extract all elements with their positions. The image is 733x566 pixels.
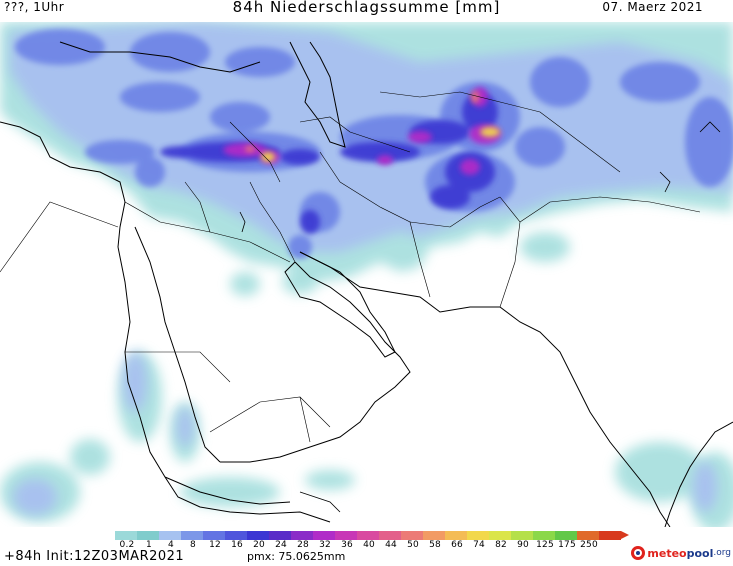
colorbar-segment — [511, 531, 533, 540]
colorbar-tick-label: 0.2 — [119, 540, 135, 550]
colorbar-segment — [445, 531, 467, 540]
colorbar-segment — [555, 531, 577, 540]
colorbar-tick-label: 24 — [275, 540, 287, 550]
national-borders — [0, 91, 701, 443]
colorbar-tick-label: 74 — [473, 540, 485, 550]
colorbar-segment — [467, 531, 489, 540]
coastlines — [0, 41, 733, 527]
colorbar-segment — [313, 531, 335, 540]
map-header: ???, 1Uhr 84h Niederschlagssumme [mm] 07… — [0, 0, 733, 22]
map-title: 84h Niederschlagssumme [mm] — [232, 0, 501, 16]
logo-text-pool: pool — [686, 546, 714, 560]
colorbar-tick-label: 44 — [385, 540, 397, 550]
colorbar-tick-label: 1 — [146, 540, 152, 550]
colorbar-segment — [159, 531, 181, 540]
precipitation-colorbar — [115, 531, 629, 540]
init-label: +84h Init:12Z03MAR2021 — [4, 549, 185, 564]
colorbar-segment — [533, 531, 555, 540]
colorbar-segment — [137, 531, 159, 540]
colorbar-segment — [225, 531, 247, 540]
colorbar-segment — [291, 531, 313, 540]
pmx-label: pmx: 75.0625mm — [247, 550, 346, 563]
colorbar-segment — [247, 531, 269, 540]
colorbar-segment — [115, 531, 137, 540]
meteopool-logo[interactable]: meteo pool .org — [631, 546, 731, 560]
islands — [239, 121, 721, 513]
colorbar-ticks: 0.2 1 4 8 12 16 20 24 28 32 36 40 44 50 58 66 74 82 90 125 1… — [115, 540, 635, 552]
colorbar-tick-label: 20 — [253, 540, 265, 550]
colorbar-tick-label: 32 — [319, 540, 331, 550]
colorbar-segment — [423, 531, 445, 540]
colorbar-tick-label: 8 — [190, 540, 196, 550]
colorbar-tick-label: 12 — [209, 540, 221, 550]
colorbar-tick-label: 250 — [580, 540, 598, 550]
colorbar-segment — [577, 531, 599, 540]
colorbar-tick-label: 4 — [168, 540, 174, 550]
colorbar-tick-label: 58 — [429, 540, 441, 550]
colorbar-arrow — [621, 531, 629, 539]
meteopool-logo-icon — [631, 546, 646, 560]
colorbar-segment — [269, 531, 291, 540]
colorbar-segment — [335, 531, 357, 540]
colorbar-tick-label: 90 — [517, 540, 529, 550]
colorbar-segment — [357, 531, 379, 540]
precipitation-map — [0, 22, 733, 527]
map-canvas — [0, 22, 733, 527]
colorbar-segment — [599, 531, 621, 540]
colorbar-tick-label: 40 — [363, 540, 375, 550]
colorbar-tick-label: 175 — [558, 540, 576, 550]
logo-text-meteo: meteo — [647, 546, 687, 560]
colorbar-tick-label: 50 — [407, 540, 419, 550]
forecast-time-label: ???, 1Uhr — [4, 0, 65, 14]
colorbar-tick-label: 82 — [495, 540, 507, 550]
logo-text-org: .org — [713, 548, 731, 558]
valid-date-label: 07. Maerz 2021 — [602, 0, 703, 14]
colorbar-tick-label: 16 — [231, 540, 243, 550]
colorbar-segment — [379, 531, 401, 540]
colorbar-segment — [401, 531, 423, 540]
precip-extreme-layer — [245, 91, 500, 162]
colorbar-segment — [181, 531, 203, 540]
colorbar-segment — [203, 531, 225, 540]
colorbar-tick-label: 125 — [536, 540, 554, 550]
colorbar-tick-label: 66 — [451, 540, 463, 550]
colorbar-tick-label: 36 — [341, 540, 353, 550]
colorbar-segment — [489, 531, 511, 540]
colorbar-tick-label: 28 — [297, 540, 309, 550]
